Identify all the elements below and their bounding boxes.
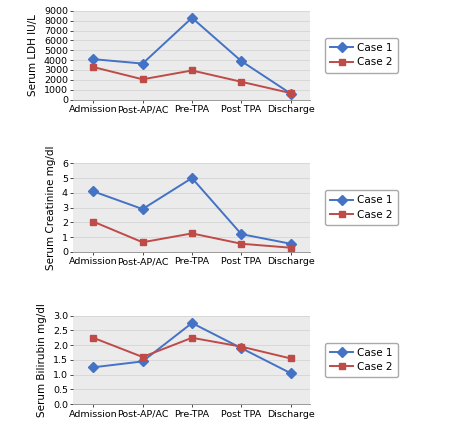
Y-axis label: Serum Bilirubin mg/dl: Serum Bilirubin mg/dl: [37, 303, 47, 417]
Case 2: [238, 241, 244, 246]
Legend: Case 1, Case 2: Case 1, Case 2: [325, 343, 398, 377]
Line: Case 2: Case 2: [90, 63, 294, 97]
Case 1: [288, 241, 293, 246]
Case 2: [288, 245, 293, 250]
Line: Case 2: Case 2: [90, 334, 294, 362]
Case 2: [91, 64, 96, 69]
Line: Case 1: Case 1: [90, 14, 294, 97]
Legend: Case 1, Case 2: Case 1, Case 2: [325, 38, 398, 73]
Case 1: [189, 15, 195, 21]
Case 1: [91, 365, 96, 370]
Case 1: [288, 371, 293, 376]
Case 1: [238, 232, 244, 237]
Case 2: [189, 68, 195, 73]
Case 1: [288, 91, 293, 96]
Case 1: [91, 189, 96, 194]
Case 1: [140, 206, 146, 212]
Case 1: [140, 359, 146, 364]
Case 2: [288, 90, 293, 96]
Case 2: [238, 344, 244, 349]
Legend: Case 1, Case 2: Case 1, Case 2: [325, 190, 398, 225]
Case 1: [189, 175, 195, 180]
Case 2: [189, 231, 195, 236]
Case 1: [91, 56, 96, 62]
Y-axis label: Serum LDH IU/L: Serum LDH IU/L: [28, 14, 38, 96]
Y-axis label: Serum Creatinine mg/dl: Serum Creatinine mg/dl: [46, 146, 56, 270]
Line: Case 1: Case 1: [90, 174, 294, 247]
Case 1: [238, 59, 244, 64]
Case 2: [189, 335, 195, 340]
Case 1: [189, 320, 195, 326]
Case 2: [140, 77, 146, 82]
Case 2: [140, 354, 146, 360]
Case 2: [91, 335, 96, 340]
Case 1: [140, 61, 146, 66]
Case 2: [238, 79, 244, 84]
Case 1: [238, 346, 244, 351]
Line: Case 2: Case 2: [90, 218, 294, 251]
Case 2: [288, 356, 293, 361]
Case 2: [91, 219, 96, 224]
Line: Case 1: Case 1: [90, 319, 294, 377]
Case 2: [140, 239, 146, 245]
